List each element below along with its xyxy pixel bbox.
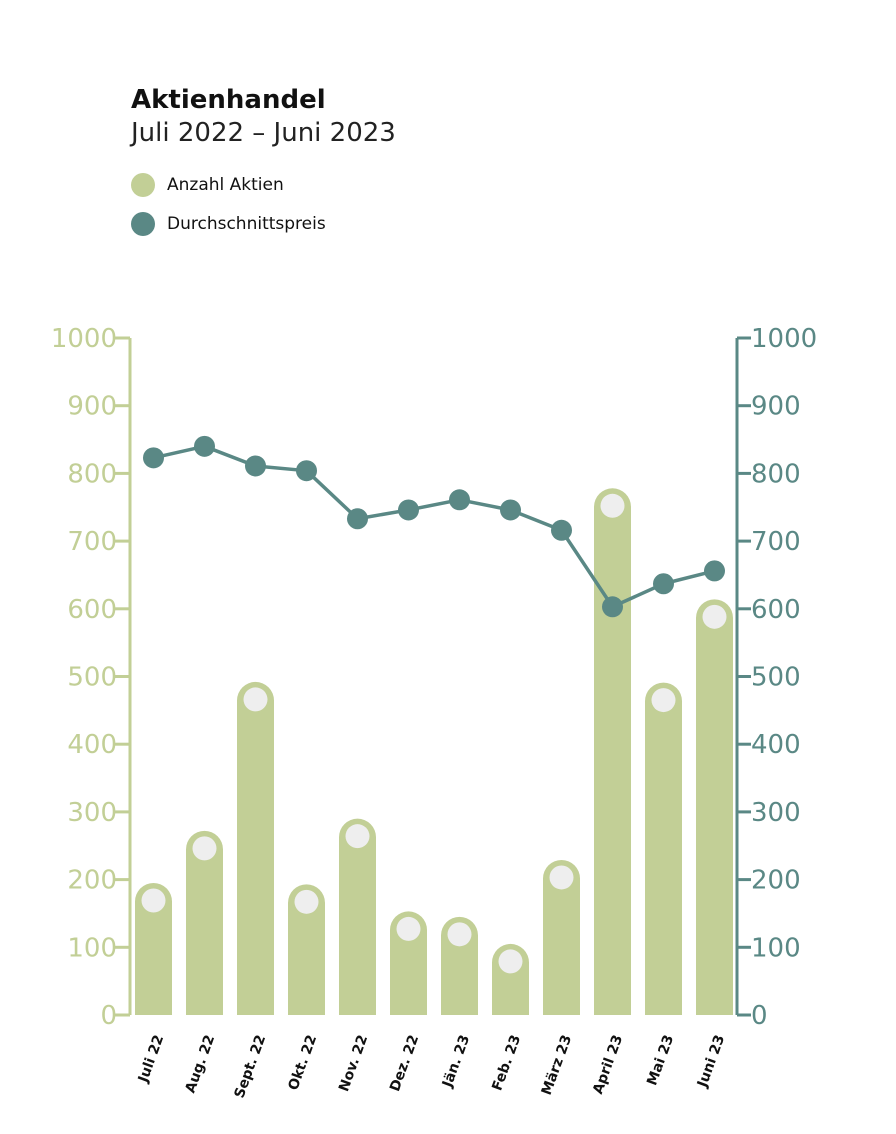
line-point-6 xyxy=(398,499,419,521)
bar-11 xyxy=(645,682,682,1015)
bar-marker-3 xyxy=(243,687,268,712)
legend-swatch-avg-price xyxy=(131,212,155,236)
bar-10 xyxy=(594,488,631,1015)
x-tick-label-12: Juni 23 xyxy=(694,1033,728,1090)
bar-marker-2 xyxy=(192,836,217,861)
bar-marker-7 xyxy=(447,922,472,947)
right-tick-label-2: 200 xyxy=(751,866,801,896)
bar-1 xyxy=(135,882,172,1015)
left-tick-label-6: 600 xyxy=(67,595,117,625)
chart-title-block: Aktienhandel Juli 2022 – Juni 2023 xyxy=(131,84,396,150)
bar-marker-10 xyxy=(600,493,625,518)
line-point-1 xyxy=(143,447,164,469)
right-tick-label-8: 800 xyxy=(751,459,801,489)
line-point-8 xyxy=(500,499,521,521)
line-point-10 xyxy=(602,596,623,618)
line-point-4 xyxy=(296,460,317,482)
chart-title: Aktienhandel xyxy=(131,85,326,115)
x-tick-label-3: Sept. 22 xyxy=(232,1033,270,1100)
bar-marker-12 xyxy=(702,604,727,629)
left-tick-label-5: 500 xyxy=(67,663,117,693)
x-tick-label-1: Juli 22 xyxy=(135,1033,167,1086)
line-point-3 xyxy=(245,455,266,477)
left-tick-label-9: 900 xyxy=(67,392,117,422)
x-tick-label-11: Mai 23 xyxy=(644,1033,677,1088)
right-tick-label-5: 500 xyxy=(751,663,801,693)
x-tick-label-6: Dez. 22 xyxy=(387,1033,422,1094)
bar-3 xyxy=(237,681,274,1015)
right-tick-label-9: 900 xyxy=(751,392,801,422)
x-tick-label-10: April 23 xyxy=(590,1033,626,1096)
left-tick-label-1: 100 xyxy=(67,933,117,963)
line-point-9 xyxy=(551,519,572,541)
legend-swatch-shares xyxy=(131,173,155,197)
right-tick-label-3: 300 xyxy=(751,798,801,828)
x-tick-label-9: März 23 xyxy=(539,1033,576,1097)
left-tick-label-7: 700 xyxy=(67,527,117,557)
left-tick-label-10: 1000 xyxy=(51,324,117,354)
right-tick-label-4: 400 xyxy=(751,730,801,760)
left-tick-label-8: 800 xyxy=(67,459,117,489)
right-tick-label-10: 1000 xyxy=(751,324,817,354)
bar-marker-11 xyxy=(651,688,676,713)
x-tick-label-2: Aug. 22 xyxy=(183,1033,219,1095)
x-tick-label-4: Okt. 22 xyxy=(286,1033,321,1093)
right-tick-label-6: 600 xyxy=(751,595,801,625)
bar-6 xyxy=(390,911,427,1015)
line-point-5 xyxy=(347,508,368,530)
chart-subtitle: Juli 2022 – Juni 2023 xyxy=(131,118,396,148)
left-tick-label-3: 300 xyxy=(67,798,117,828)
x-tick-label-5: Nov. 22 xyxy=(336,1033,371,1094)
bar-2 xyxy=(186,830,223,1015)
line-point-2 xyxy=(194,435,215,457)
bar-marker-4 xyxy=(294,889,319,914)
bar-marker-9 xyxy=(549,865,574,890)
left-tick-label-2: 200 xyxy=(67,866,117,896)
bar-5 xyxy=(339,818,376,1015)
bar-9 xyxy=(543,859,580,1015)
line-point-11 xyxy=(653,573,674,595)
legend-item-avg-price: Durchschnittspreis xyxy=(131,211,326,237)
bar-marker-5 xyxy=(345,824,370,849)
bar-marker-1 xyxy=(141,888,166,913)
bar-marker-8 xyxy=(498,949,523,974)
line-point-7 xyxy=(449,489,470,511)
legend-label-avg-price: Durchschnittspreis xyxy=(167,214,326,234)
line-point-12 xyxy=(704,560,725,582)
left-tick-label-4: 400 xyxy=(67,730,117,760)
right-tick-label-0: 0 xyxy=(751,1001,768,1031)
right-tick-label-1: 100 xyxy=(751,933,801,963)
x-tick-label-8: Feb. 23 xyxy=(489,1033,524,1093)
legend: Anzahl Aktien Durchschnittspreis xyxy=(131,172,326,250)
bar-4 xyxy=(288,884,325,1015)
legend-label-shares: Anzahl Aktien xyxy=(167,175,284,195)
right-tick-label-7: 700 xyxy=(751,527,801,557)
x-tick-label-7: Jän. 23 xyxy=(439,1033,473,1090)
left-tick-label-0: 0 xyxy=(100,1001,117,1031)
bar-marker-6 xyxy=(396,916,421,941)
legend-item-shares: Anzahl Aktien xyxy=(131,172,326,198)
bar-12 xyxy=(696,599,733,1015)
